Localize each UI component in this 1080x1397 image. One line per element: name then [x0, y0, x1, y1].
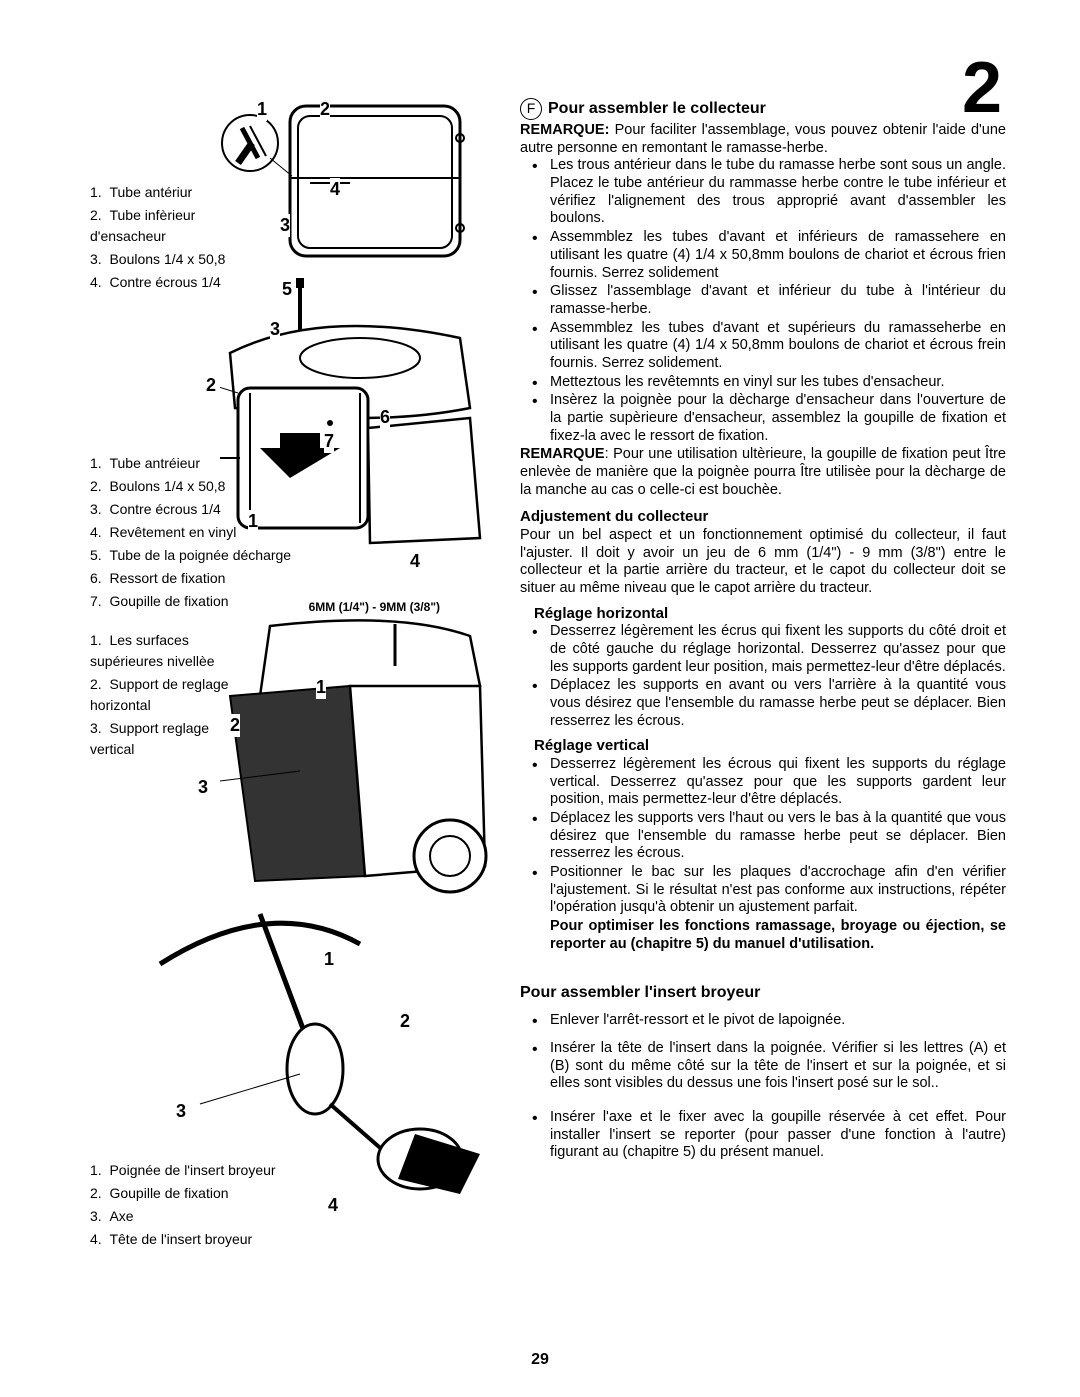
list-item: Insérer la tête de l'insert dans la poig…: [520, 1040, 1006, 1093]
tube-frame-illustration: [220, 98, 480, 278]
section-assemble-collector: FPour assembler le collecteur REMARQUE: …: [520, 98, 1006, 499]
list-item: Assemmblez les tubes d'avant et supérieu…: [520, 320, 1006, 373]
legend-item: 6. Ressort de fixation: [90, 568, 350, 589]
bullet-list: Desserrez légèrement les écrus qui fixen…: [520, 623, 1006, 730]
legend-item: 4. Tête de l'insert broyeur: [90, 1229, 280, 1250]
tractor-rear-illustration: [220, 616, 490, 896]
legend-item: 3. Contre écrous 1/4: [90, 499, 350, 520]
page-content: 1. Tube antériur 2. Tube infèrieur d'ens…: [0, 0, 1080, 1304]
legend-item: 4. Revêtement en vinyl: [90, 522, 350, 543]
list-item: Positionner le bac sur les plaques d'acc…: [520, 864, 1006, 917]
diagram-label: 2: [230, 714, 240, 737]
legend-item: 2. Boulons 1/4 x 50,8: [90, 476, 350, 497]
bullet-list: Les trous antérieur dans le tube du rama…: [520, 157, 1006, 445]
diagram-label: 6: [380, 406, 390, 429]
diagram-label: 7: [324, 430, 334, 453]
list-item: Insérer l'axe et le fixer avec la goupil…: [520, 1109, 1006, 1162]
left-column: 1. Tube antériur 2. Tube infèrieur d'ens…: [90, 98, 490, 1264]
list-item: Déplacez les supports en avant ou vers l…: [520, 677, 1006, 730]
diagram-label: 3: [176, 1100, 186, 1123]
diagram-label: 2: [400, 1010, 410, 1033]
legend-item: 3. Axe: [90, 1206, 280, 1227]
sub-heading: Réglage horizontal: [520, 604, 1006, 624]
page-number-bottom: 29: [531, 1350, 549, 1371]
list-item: Assemmblez les tubes d'avant et inférieu…: [520, 229, 1006, 282]
diagram-4: 1 2 3 4 1. Poignée de l'insert broyeur 2…: [90, 904, 490, 1264]
diagram-label: 5: [282, 278, 292, 301]
diagram-label: 4: [328, 1194, 338, 1217]
diagram-label: 2: [206, 374, 216, 397]
body-text: REMARQUE: Pour faciliter l'assemblage, v…: [520, 122, 1006, 157]
section-heading: FPour assembler le collecteur: [520, 98, 1006, 120]
section-horizontal: Réglage horizontal Desserrez légèrement …: [520, 604, 1006, 731]
list-item: Desserrez légèrement les écrus qui fixen…: [520, 623, 1006, 676]
diagram-label: 1: [316, 676, 326, 699]
bullet-list: Enlever l'arrêt-ressort et le pivot de l…: [520, 1012, 1006, 1162]
body-text: REMARQUE: Pour une utilisation ultèrieur…: [520, 446, 1006, 499]
mulch-insert-illustration: [150, 904, 490, 1204]
diagram-label: 3: [198, 776, 208, 799]
diagram-label: 1: [324, 948, 334, 971]
section-heading: Pour assembler l'insert broyeur: [520, 983, 1006, 1004]
diagram-2: 5 3 2 6 7 1 4 1. Tube antréieur 2. Boulo…: [90, 278, 490, 598]
list-item: Les trous antérieur dans le tube du rama…: [520, 157, 1006, 228]
legend-item: 1. Poignée de l'insert broyeur: [90, 1160, 280, 1181]
section-mulch-insert: Pour assembler l'insert broyeur Enlever …: [520, 983, 1006, 1162]
bullet-list: Desserrez légèrement les écrous qui fixe…: [520, 756, 1006, 917]
sub-heading: Réglage vertical: [520, 736, 1006, 756]
body-text: Pour un bel aspect et un fonctionnement …: [520, 527, 1006, 598]
legend-item: 1. Tube antréieur: [90, 453, 350, 474]
legend-item: 7. Goupille de fixation: [90, 591, 350, 612]
section-vertical: Réglage vertical Desserrez légèrement le…: [520, 736, 1006, 953]
diagram-1: 1. Tube antériur 2. Tube infèrieur d'ens…: [90, 98, 490, 278]
page-number-top: 2: [962, 42, 1002, 136]
diagram-label: 3: [280, 214, 290, 237]
list-item: Déplacez les supports vers l'haut ou ver…: [520, 810, 1006, 863]
bold-note: Pour optimiser les fonctions ramassage, …: [520, 918, 1006, 953]
diagram-label: 4: [330, 178, 340, 201]
diagram-label: 1: [257, 98, 267, 121]
diagram-label: 2: [320, 98, 330, 121]
legend-item: 5. Tube de la poignée décharge: [90, 545, 350, 566]
right-column: FPour assembler le collecteur REMARQUE: …: [520, 98, 1006, 1264]
list-item: Glissez l'assemblage d'avant et inférieu…: [520, 283, 1006, 318]
list-item: Metteztous les revêtemnts en vinyl sur l…: [520, 374, 1006, 392]
diagram-label: 3: [270, 318, 280, 341]
diagram-label: 4: [410, 550, 420, 573]
section-adjustment: Adjustement du collecteur Pour un bel as…: [520, 507, 1006, 597]
diagram-3: 1. Les surfaces supérieures nivellèe 2. …: [90, 616, 490, 896]
language-circle-icon: F: [520, 98, 542, 120]
list-item: Desserrez légèrement les écrous qui fixe…: [520, 756, 1006, 809]
legend-item: 2. Goupille de fixation: [90, 1183, 280, 1204]
list-item: Insèrez la poignèe pour la dècharge d'en…: [520, 392, 1006, 445]
sub-heading: Adjustement du collecteur: [520, 507, 1006, 527]
list-item: Enlever l'arrêt-ressort et le pivot de l…: [520, 1012, 1006, 1030]
